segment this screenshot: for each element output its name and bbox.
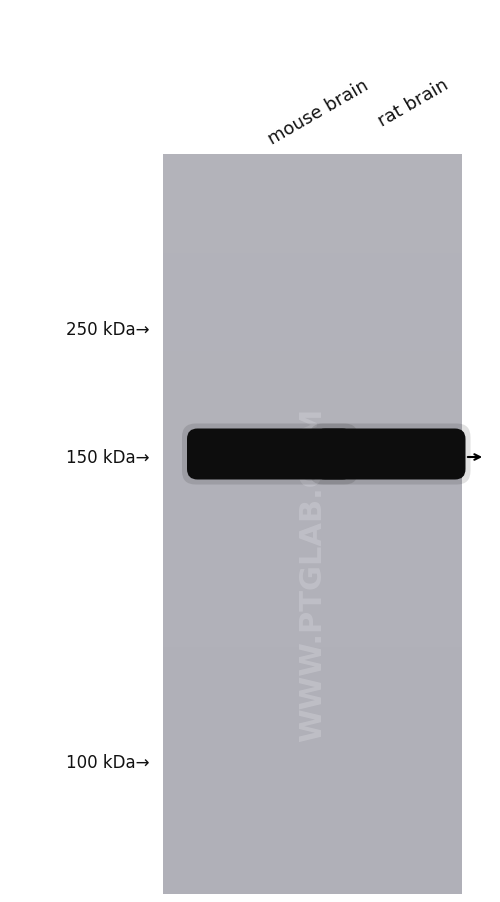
Bar: [163, 253, 462, 303]
Bar: [163, 746, 462, 796]
Text: rat brain: rat brain: [375, 76, 452, 130]
Bar: [163, 549, 462, 598]
Bar: [163, 352, 462, 401]
Bar: [163, 204, 462, 253]
Bar: [163, 500, 462, 549]
Bar: [163, 401, 462, 450]
FancyBboxPatch shape: [314, 429, 466, 480]
Bar: [163, 845, 462, 894]
Bar: [163, 450, 462, 500]
Text: 150 kDa→: 150 kDa→: [66, 448, 150, 466]
Bar: [163, 796, 462, 845]
Bar: [163, 303, 462, 352]
Text: mouse brain: mouse brain: [265, 76, 372, 148]
Bar: [163, 598, 462, 648]
FancyBboxPatch shape: [187, 429, 353, 480]
FancyBboxPatch shape: [310, 424, 470, 485]
Bar: [163, 697, 462, 746]
Text: 250 kDa→: 250 kDa→: [66, 320, 150, 338]
Text: WWW.PTGLAB.COM: WWW.PTGLAB.COM: [298, 408, 327, 741]
Bar: [163, 155, 462, 204]
Bar: [163, 648, 462, 697]
FancyBboxPatch shape: [182, 424, 358, 485]
Bar: [163, 155, 462, 894]
Text: 100 kDa→: 100 kDa→: [66, 753, 150, 771]
